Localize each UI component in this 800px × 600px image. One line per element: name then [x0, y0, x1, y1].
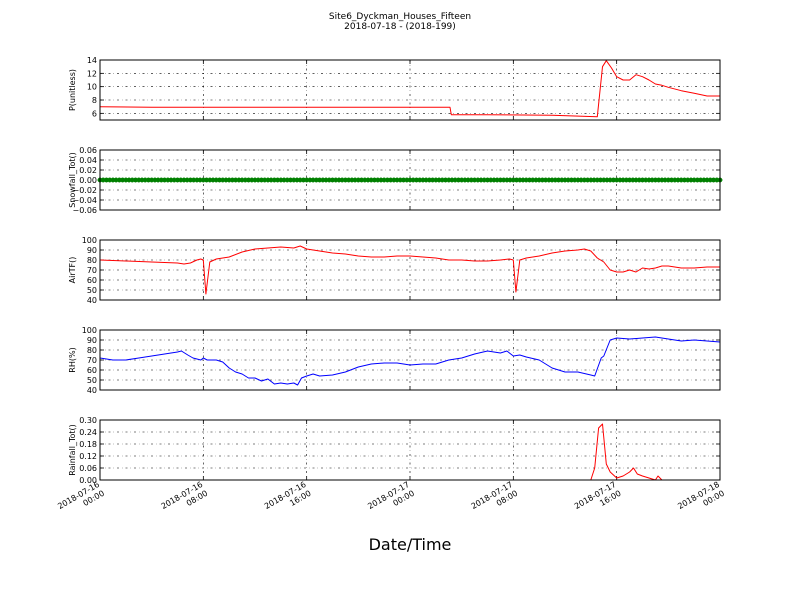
panel-2: −0.06−0.04−0.020.000.020.040.06Snowfall_…	[68, 146, 723, 215]
series-line-AirTF	[99, 245, 720, 295]
y-tick-label: 0.00	[79, 476, 97, 485]
plot-frame	[99, 149, 721, 211]
y-tick-label: 100	[82, 326, 97, 335]
y-tick-label: 50	[87, 286, 97, 295]
x-axis-label: Date/Time	[369, 535, 452, 554]
plot-frame	[99, 419, 721, 481]
y-tick-label: 8	[92, 96, 97, 105]
y-tick-label: 14	[87, 56, 97, 65]
y-tick-label: 0.12	[79, 452, 97, 461]
y-tick-label: −0.06	[72, 206, 97, 215]
series-line-Rainfall_Tot	[100, 423, 720, 481]
y-tick-label: 70	[87, 266, 97, 275]
y-tick-label: 12	[87, 69, 97, 78]
y-tick-label: 0.18	[79, 440, 97, 449]
chart-title: Site6_Dyckman_Houses_Fifteen	[329, 12, 471, 22]
y-axis-label: P(unitless)	[68, 69, 77, 111]
y-tick-label: 0.02	[79, 166, 97, 175]
y-tick-label: 40	[87, 386, 97, 395]
y-tick-label: 6	[92, 109, 97, 118]
series-line-P	[99, 60, 720, 118]
plot-frame	[99, 59, 721, 121]
y-tick-label: 60	[87, 366, 97, 375]
y-tick-label: 80	[87, 346, 97, 355]
y-tick-label: −0.02	[72, 186, 97, 195]
plot-frame	[99, 239, 721, 301]
y-tick-label: 0.04	[79, 156, 97, 165]
y-tick-label: 0.06	[79, 146, 97, 155]
series-line-RH	[99, 336, 721, 386]
y-tick-label: 100	[82, 236, 97, 245]
panel-1: 6 8 10 12 14 P(unitless)	[68, 56, 721, 121]
y-axis-label: Rainfall_Tot()	[68, 424, 77, 476]
y-tick-label: 40	[87, 296, 97, 305]
chart-subtitle: 2018-07-18 - (2018-199)	[344, 22, 456, 32]
y-tick-label: 10	[87, 83, 97, 92]
panels: 68101214P(unitless)−0.06−0.04−0.020.000.…	[68, 56, 723, 485]
y-tick-label: 90	[87, 246, 97, 255]
y-tick-label: 0.30	[79, 416, 97, 425]
y-tick-label: 90	[87, 336, 97, 345]
y-axis-label: RH(%)	[68, 347, 77, 372]
y-tick-label: 0.24	[79, 428, 97, 437]
y-tick-label: 50	[87, 376, 97, 385]
y-tick-label: 60	[87, 276, 97, 285]
y-tick-label: 80	[87, 256, 97, 265]
y-axis-label: AirTF()	[68, 257, 77, 284]
y-tick-label: 0.06	[79, 464, 97, 473]
y-axis-label: Snowfall_Tot()	[68, 152, 77, 208]
y-tick-label: 0.00	[79, 176, 97, 185]
plot-frame	[99, 329, 721, 391]
y-tick-label: −0.04	[72, 196, 97, 205]
y-tick-label: 70	[87, 356, 97, 365]
